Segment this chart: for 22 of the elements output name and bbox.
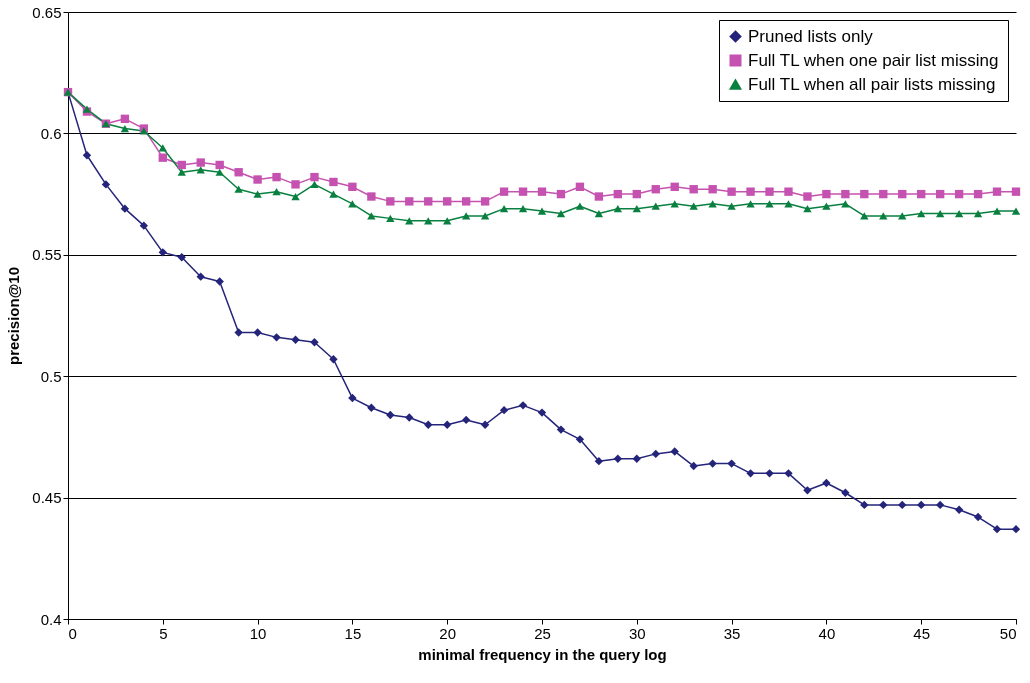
y-tick-label: 0.65 [32, 3, 62, 21]
x-tick-label: 40 [818, 624, 836, 642]
x-axis-title: minimal frequency in the query log [418, 645, 667, 663]
y-axis-title: precision@10 [5, 267, 23, 365]
x-tick-label: 35 [723, 624, 741, 642]
x-tick-label: 5 [159, 624, 168, 642]
legend-label: Pruned lists only [748, 26, 874, 46]
legend-label: Full TL when one pair list missing [748, 50, 999, 70]
legend-label: Full TL when all pair lists missing [748, 74, 996, 94]
x-tick-label: 20 [439, 624, 457, 642]
y-tick-label: 0.4 [40, 610, 62, 628]
x-tick-label: 45 [913, 624, 931, 642]
x-tick-label: 25 [534, 624, 551, 642]
x-tick-label: 50 [999, 624, 1017, 642]
y-tick-label: 0.5 [40, 367, 62, 385]
x-tick-label: 10 [249, 624, 267, 642]
x-tick-label: 15 [344, 624, 362, 642]
y-tick-label: 0.45 [32, 489, 62, 507]
x-tick-label: 30 [628, 624, 646, 642]
x-tick-label: 0 [68, 624, 77, 642]
y-tick-label: 0.55 [32, 246, 62, 264]
y-tick-label: 0.6 [40, 124, 62, 142]
